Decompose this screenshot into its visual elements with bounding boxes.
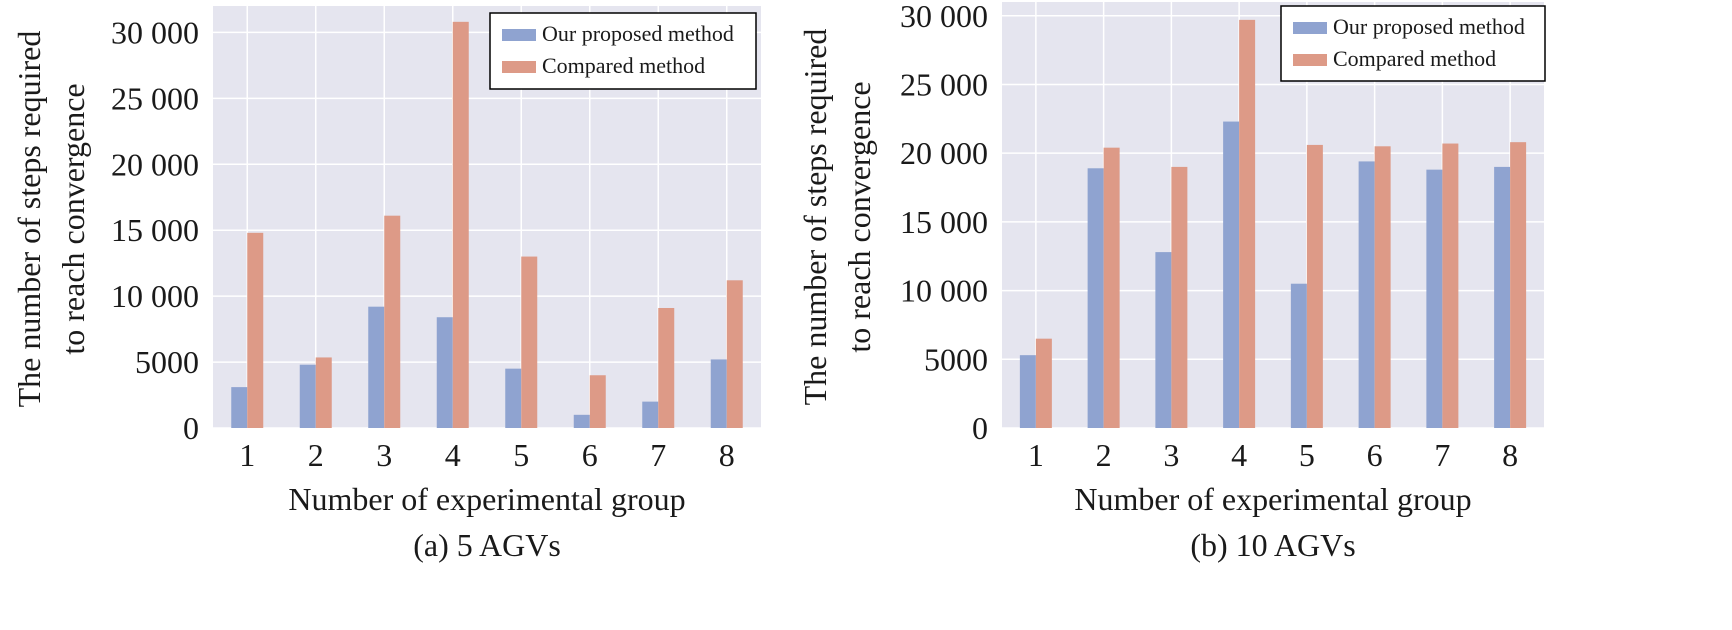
y-tick-label: 15 000	[111, 212, 199, 248]
bar-our-proposed-method	[1290, 283, 1307, 428]
y-axis-label: to reach convergence	[841, 81, 877, 352]
bar-compared-method	[1239, 19, 1256, 429]
bar-our-proposed-method	[1358, 161, 1375, 429]
y-axis-label: The number of steps required	[797, 29, 833, 406]
bar-compared-method	[384, 215, 401, 428]
legend-swatch-compared-method	[502, 61, 536, 73]
chart-panel-b: 0 5000 10 000 15 000 20 000 25 000 30 000 1 2 3 4 5…	[797, 0, 1546, 563]
chart-caption: (b) 10 AGVs	[1190, 527, 1355, 563]
y-tick-label: 25 000	[900, 66, 988, 102]
x-tick-label: 1	[239, 437, 255, 473]
x-tick-label: 7	[1434, 437, 1450, 473]
x-tick-label: 5	[513, 437, 529, 473]
x-tick-label: 1	[1028, 437, 1044, 473]
x-tick-label: 3	[376, 437, 392, 473]
y-axis-label: The number of steps required	[11, 31, 47, 408]
x-tick-label: 7	[650, 437, 666, 473]
bar-compared-method	[315, 357, 332, 428]
bar-our-proposed-method	[642, 401, 659, 428]
bar-our-proposed-method	[1223, 121, 1240, 428]
legend-box	[1280, 5, 1546, 82]
x-tick-label: 2	[308, 437, 324, 473]
legend: Our proposed method Compared method	[489, 12, 757, 90]
x-tick-label: 8	[1502, 437, 1518, 473]
bar-our-proposed-method	[505, 368, 522, 428]
y-tick-label: 20 000	[900, 135, 988, 171]
bar-compared-method	[452, 21, 469, 428]
bar-compared-method	[1035, 338, 1052, 428]
x-tick-label: 6	[582, 437, 598, 473]
bar-compared-method	[1103, 147, 1120, 428]
y-tick-label: 30 000	[900, 0, 988, 34]
bar-compared-method	[589, 375, 606, 428]
bar-our-proposed-method	[299, 364, 316, 428]
bar-our-proposed-method	[1019, 355, 1036, 428]
x-axis-label: Number of experimental group	[1074, 481, 1471, 517]
x-axis-label: Number of experimental group	[288, 481, 685, 517]
y-tick-label: 25 000	[111, 80, 199, 116]
bar-our-proposed-method	[1087, 168, 1104, 429]
legend-box	[489, 12, 757, 90]
x-tick-label: 2	[1096, 437, 1112, 473]
legend-label: Our proposed method	[1333, 14, 1525, 39]
bar-compared-method	[1510, 142, 1527, 429]
bar-our-proposed-method	[1426, 169, 1443, 428]
legend-swatch-our-proposed-method	[1293, 22, 1327, 34]
legend-swatch-compared-method	[1293, 54, 1327, 66]
chart-caption: (a) 5 AGVs	[413, 527, 561, 563]
bar-compared-method	[1442, 143, 1459, 428]
y-tick-label: 0	[972, 410, 988, 446]
legend-label: Compared method	[1333, 46, 1496, 71]
bar-our-proposed-method	[1494, 166, 1511, 428]
y-tick-label: 0	[183, 410, 199, 446]
bar-our-proposed-method	[710, 359, 727, 428]
y-tick-label: 5000	[135, 344, 199, 380]
legend-label: Our proposed method	[542, 21, 734, 46]
y-tick-label: 15 000	[900, 204, 988, 240]
x-tick-label: 8	[719, 437, 735, 473]
x-tick-label: 5	[1299, 437, 1315, 473]
y-tick-label: 10 000	[900, 273, 988, 309]
legend-swatch-our-proposed-method	[502, 29, 536, 41]
bar-compared-method	[1171, 166, 1188, 428]
bar-compared-method	[658, 307, 675, 428]
x-tick-label: 4	[445, 437, 461, 473]
legend: Our proposed method Compared method	[1280, 5, 1546, 82]
bar-compared-method	[726, 280, 743, 428]
bar-compared-method	[521, 256, 538, 428]
y-tick-label: 5000	[924, 341, 988, 377]
bar-compared-method	[1374, 146, 1391, 428]
y-tick-label: 20 000	[111, 146, 199, 182]
bar-our-proposed-method	[573, 414, 590, 428]
y-axis-label: to reach convergence	[55, 83, 91, 354]
bar-our-proposed-method	[436, 317, 453, 428]
x-tick-label: 6	[1367, 437, 1383, 473]
legend-label: Compared method	[542, 53, 705, 78]
bar-our-proposed-method	[231, 387, 248, 428]
bar-our-proposed-method	[368, 306, 385, 428]
y-tick-label: 30 000	[111, 14, 199, 50]
chart-panel-a: 0 5000 10 000 15 000 20 000 25 000 30 000 1 2 3 4 5…	[11, 6, 761, 563]
bar-compared-method	[247, 232, 264, 428]
bar-compared-method	[1306, 144, 1323, 428]
bar-our-proposed-method	[1155, 252, 1172, 428]
x-tick-label: 3	[1163, 437, 1179, 473]
y-tick-label: 10 000	[111, 278, 199, 314]
x-tick-label: 4	[1231, 437, 1247, 473]
